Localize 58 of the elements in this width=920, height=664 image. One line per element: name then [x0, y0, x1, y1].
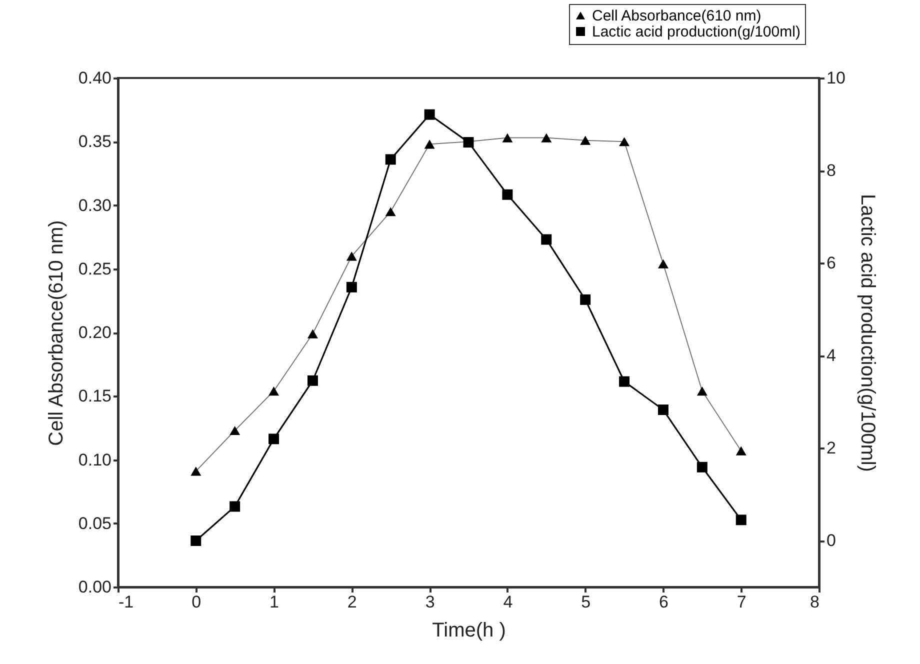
point	[541, 133, 552, 142]
x-tick-label: 4	[503, 592, 513, 612]
y2-tick-label: 8	[826, 161, 836, 180]
point	[619, 137, 630, 146]
point	[619, 376, 630, 387]
y-tick-label: 0.00	[78, 578, 112, 596]
y-tick-label: 0.15	[78, 386, 112, 406]
x-tick-label: 3	[425, 592, 435, 612]
point	[541, 234, 552, 245]
point	[190, 466, 202, 476]
point	[502, 133, 513, 142]
x-tick-label: -1	[118, 592, 134, 612]
y-tick-label: 0.25	[78, 259, 112, 278]
x-tick-label: 1	[270, 592, 280, 612]
x-axis-title: Time(h )	[432, 620, 506, 642]
point	[346, 252, 357, 261]
point	[736, 514, 746, 526]
y2-tick-label: 4	[826, 346, 836, 366]
point	[424, 140, 435, 149]
legend-label: Cell Absorbance(610 nm)	[592, 8, 762, 24]
x-tick-label: 7	[736, 592, 746, 612]
x-tick-label: 2	[347, 592, 357, 612]
y2-tick-label: 2	[826, 438, 836, 458]
y-tick-label: 0.05	[78, 514, 112, 533]
x-tick-label: 0	[192, 592, 202, 612]
y-tick-label: 0.35	[78, 132, 112, 152]
point	[346, 282, 357, 292]
point	[658, 404, 668, 416]
legend-label: Lactic acid production(g/100ml)	[592, 24, 800, 40]
y-axis-title: Cell Absorbance(610 nm)	[45, 220, 68, 446]
point	[580, 136, 591, 145]
y2-tick-label: 0	[826, 531, 836, 550]
point	[424, 109, 435, 120]
point	[736, 446, 746, 456]
point	[502, 189, 513, 200]
point	[307, 375, 318, 386]
x-tick-label: 6	[658, 592, 668, 612]
point	[385, 154, 396, 165]
y-tick-label: 0.30	[78, 196, 112, 215]
y-tick-label: 0.40	[78, 68, 112, 88]
point	[268, 386, 280, 396]
y2-tick-label: 6	[826, 254, 836, 273]
point	[580, 294, 591, 305]
point	[696, 386, 708, 396]
point	[307, 329, 318, 338]
point	[230, 426, 240, 436]
point	[268, 434, 280, 444]
x-tick-label: 5	[581, 592, 591, 612]
point	[696, 462, 708, 472]
y2-tick-label: 10	[826, 68, 846, 88]
point	[190, 535, 202, 546]
point	[658, 259, 668, 268]
point	[385, 207, 396, 216]
x-tick-label: 8	[810, 592, 820, 612]
y2-axis-title: Lactic acid production(g/100ml)	[856, 194, 878, 472]
point	[230, 501, 240, 512]
y-tick-label: 0.20	[78, 323, 112, 342]
y-tick-label: 0.10	[78, 450, 112, 470]
